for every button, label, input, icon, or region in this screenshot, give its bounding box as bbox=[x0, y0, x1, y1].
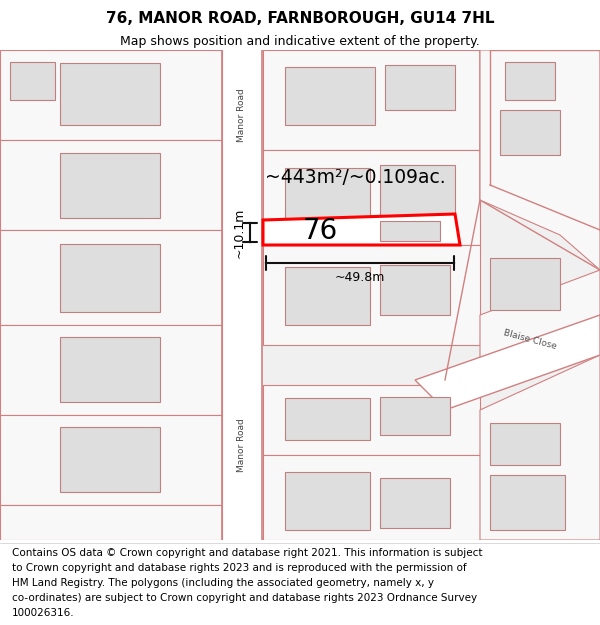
Bar bbox=[380, 478, 450, 528]
Text: 76, MANOR ROAD, FARNBOROUGH, GU14 7HL: 76, MANOR ROAD, FARNBOROUGH, GU14 7HL bbox=[106, 11, 494, 26]
Polygon shape bbox=[480, 50, 600, 270]
Bar bbox=[60, 153, 160, 218]
Text: Map shows position and indicative extent of the property.: Map shows position and indicative extent… bbox=[120, 35, 480, 48]
Text: Manor Road: Manor Road bbox=[238, 88, 247, 142]
Text: HM Land Registry. The polygons (including the associated geometry, namely x, y: HM Land Registry. The polygons (includin… bbox=[12, 578, 434, 588]
Text: 100026316.: 100026316. bbox=[12, 608, 74, 618]
Bar bbox=[285, 67, 375, 125]
Polygon shape bbox=[0, 325, 222, 415]
Bar bbox=[380, 165, 455, 220]
Polygon shape bbox=[415, 315, 600, 410]
Polygon shape bbox=[0, 50, 222, 140]
Polygon shape bbox=[263, 245, 480, 345]
Bar bbox=[60, 427, 160, 492]
Bar bbox=[10, 62, 55, 100]
Bar bbox=[490, 258, 560, 310]
Bar bbox=[285, 472, 370, 530]
Bar bbox=[380, 265, 450, 315]
Polygon shape bbox=[263, 150, 480, 245]
Text: ~10.1m: ~10.1m bbox=[233, 208, 246, 258]
Text: 76: 76 bbox=[302, 217, 338, 245]
Text: Contains OS data © Crown copyright and database right 2021. This information is : Contains OS data © Crown copyright and d… bbox=[12, 549, 482, 559]
Polygon shape bbox=[263, 385, 480, 455]
Bar bbox=[490, 423, 560, 465]
Bar bbox=[285, 168, 370, 230]
Bar bbox=[500, 110, 560, 155]
Text: ~49.8m: ~49.8m bbox=[335, 271, 385, 284]
Polygon shape bbox=[0, 415, 222, 505]
Bar bbox=[380, 221, 440, 241]
Polygon shape bbox=[480, 355, 600, 540]
Polygon shape bbox=[480, 50, 600, 270]
Text: Blaise Close: Blaise Close bbox=[502, 329, 557, 351]
Text: co-ordinates) are subject to Crown copyright and database rights 2023 Ordnance S: co-ordinates) are subject to Crown copyr… bbox=[12, 593, 477, 603]
Bar bbox=[285, 398, 370, 440]
Polygon shape bbox=[263, 50, 480, 150]
Bar bbox=[222, 50, 262, 540]
Bar bbox=[505, 62, 555, 100]
Polygon shape bbox=[480, 270, 600, 380]
Bar bbox=[60, 337, 160, 402]
Polygon shape bbox=[0, 140, 222, 230]
Polygon shape bbox=[263, 214, 460, 245]
Text: ~443m²/~0.109ac.: ~443m²/~0.109ac. bbox=[265, 168, 445, 187]
Bar bbox=[490, 475, 565, 530]
Polygon shape bbox=[0, 230, 222, 325]
Polygon shape bbox=[0, 505, 222, 540]
Bar bbox=[385, 65, 455, 110]
Bar bbox=[60, 244, 160, 312]
Polygon shape bbox=[490, 50, 600, 230]
Bar bbox=[285, 267, 370, 325]
Polygon shape bbox=[263, 455, 480, 540]
Bar bbox=[60, 63, 160, 125]
Text: Manor Road: Manor Road bbox=[238, 418, 247, 472]
Text: to Crown copyright and database rights 2023 and is reproduced with the permissio: to Crown copyright and database rights 2… bbox=[12, 563, 467, 573]
Bar bbox=[380, 397, 450, 435]
